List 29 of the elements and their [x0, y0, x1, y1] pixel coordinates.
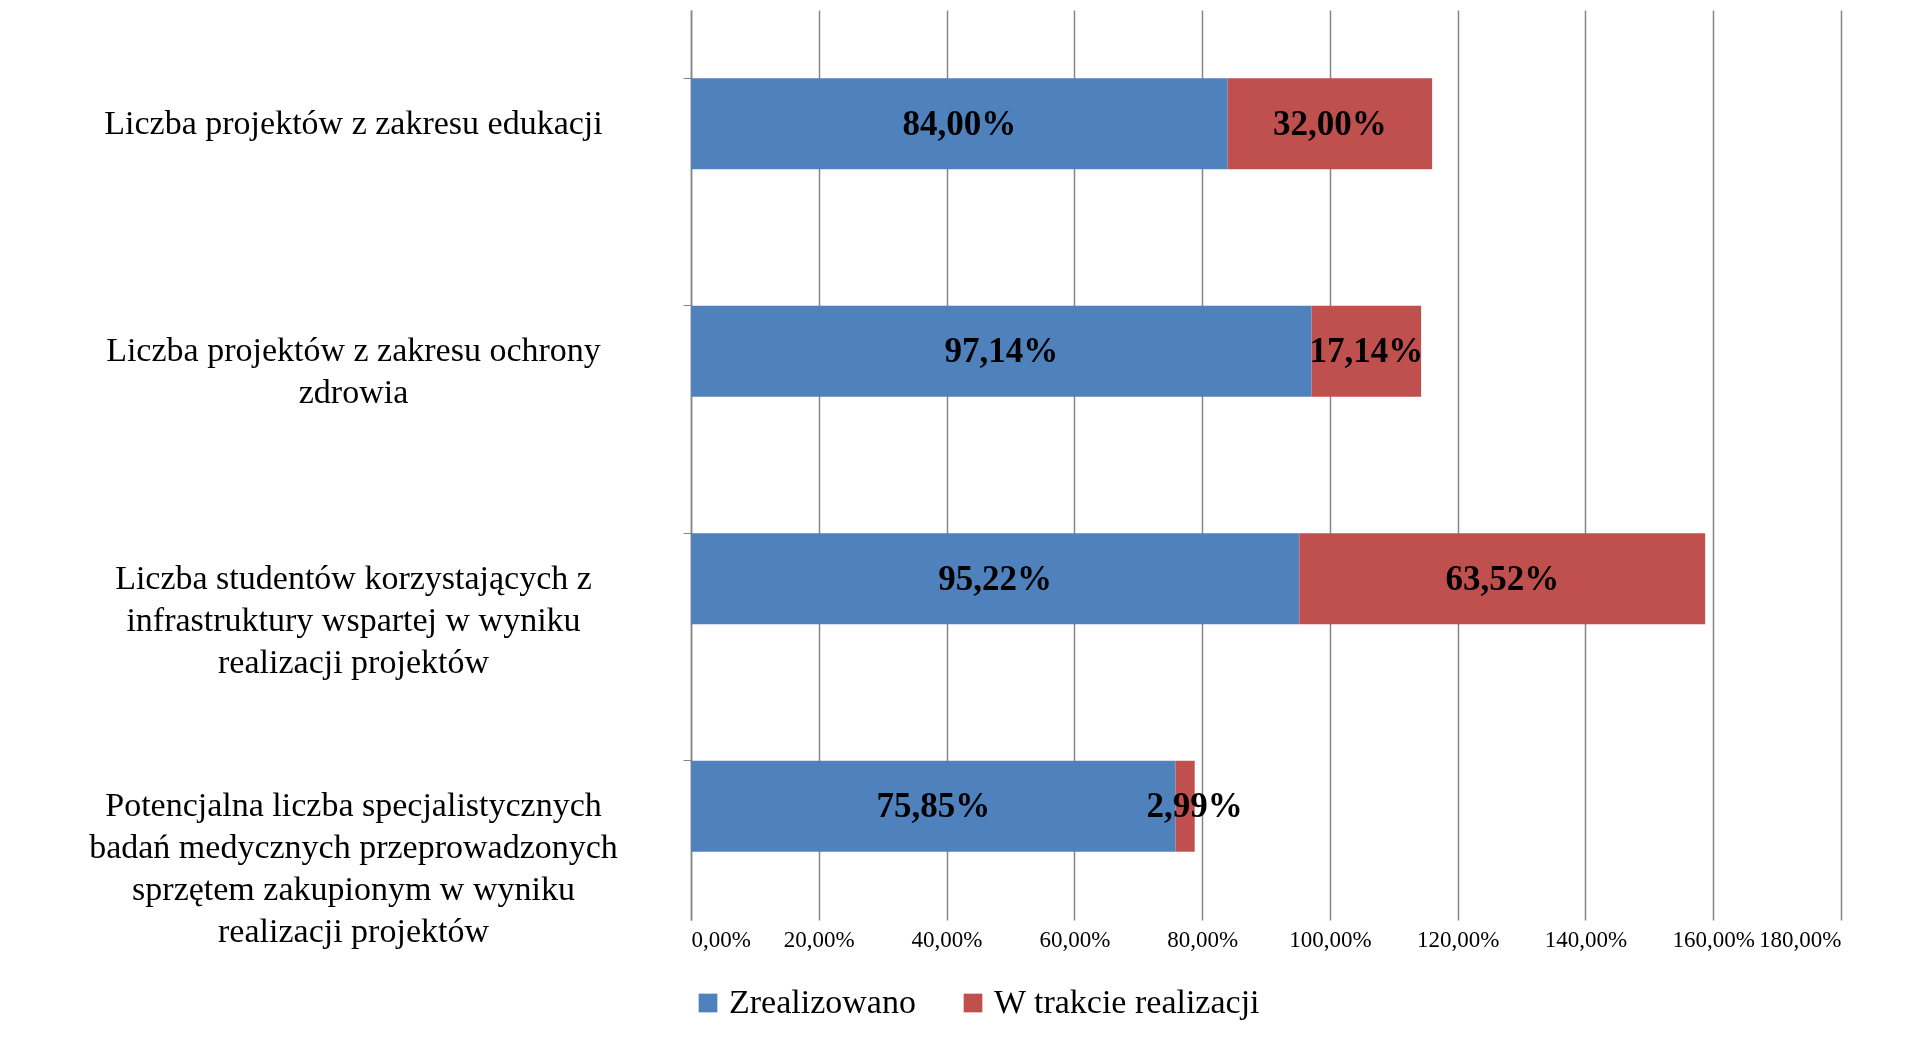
x-tick-label: 20,00% — [783, 926, 855, 952]
y-tick-label: Liczba projektów z zakresu ochrony zdrowia — [106, 331, 601, 411]
x-tick-label: 40,00% — [911, 926, 983, 952]
data-label: 17,14% — [1309, 331, 1424, 371]
data-label: 75,85% — [876, 786, 991, 826]
data-label: 63,52% — [1445, 558, 1560, 598]
data-label: 32,00% — [1273, 103, 1387, 143]
legend-label: Zrealizowano — [729, 983, 916, 1020]
data-label: 84,00% — [902, 103, 1017, 143]
y-tick-label: Liczba studentów korzystających z infrastruktury wspartej w wyniku realizacji projektów — [115, 558, 592, 680]
bar — [691, 305, 1312, 397]
bar — [1299, 533, 1706, 625]
x-tick-label: 60,00% — [1039, 926, 1111, 952]
x-tick-label: 140,00% — [1544, 926, 1628, 952]
x-tick-label: 160,00% — [1672, 926, 1755, 952]
x-tick-label: 180,00% — [1759, 926, 1842, 952]
bar — [691, 533, 1300, 625]
bar — [691, 78, 1228, 170]
x-tick-label: 80,00% — [1167, 926, 1239, 952]
x-tick-label: 0,00% — [691, 926, 751, 952]
y-tick-label: Liczba projektów z zakresu edukacji — [104, 103, 603, 141]
bar — [1227, 78, 1433, 170]
data-label: 97,14% — [944, 331, 1059, 371]
data-label: 95,22% — [938, 558, 1053, 598]
x-tick-label: 120,00% — [1416, 926, 1500, 952]
y-tick-label: Potencjalna liczba specjalistycznych badań medycznych przeprowadzonych sprzętem zakupionym w wyniku realizacji projektów — [89, 786, 618, 950]
legend-label: W trakcie realizacji — [994, 983, 1260, 1020]
x-tick-label: 100,00% — [1289, 926, 1372, 952]
data-label: 2,99% — [1146, 786, 1243, 826]
